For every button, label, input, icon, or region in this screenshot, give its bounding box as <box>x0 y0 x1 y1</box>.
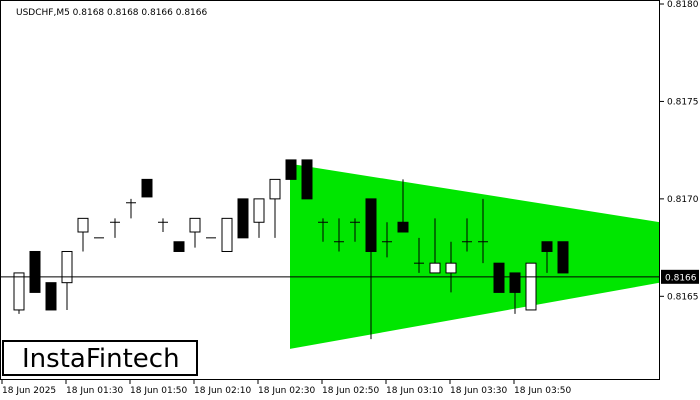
candle <box>253 198 265 238</box>
candle <box>365 198 377 340</box>
candle <box>414 237 424 273</box>
candle <box>350 218 360 242</box>
candle-body-bear <box>141 178 153 198</box>
candle <box>77 217 89 252</box>
candle-body-bear <box>493 262 505 293</box>
candle-body-bear <box>285 159 297 180</box>
candle-body-bear <box>29 250 41 293</box>
candle <box>269 178 281 238</box>
candle-body-bull <box>525 262 537 311</box>
candle <box>221 217 233 252</box>
candle <box>45 282 57 311</box>
logo-text: InstaFintech <box>22 344 180 374</box>
candle <box>285 159 297 180</box>
candle <box>397 179 409 233</box>
y-tick-label: 0.8170 <box>667 195 699 205</box>
candle <box>478 198 488 264</box>
candle <box>509 272 521 314</box>
x-tick-label: 18 Jun 02:30 <box>258 386 315 396</box>
current-price-label: 0.8166 <box>665 273 697 283</box>
candle <box>445 241 457 293</box>
candle <box>525 262 537 311</box>
candle <box>462 218 472 252</box>
candle-layer <box>13 159 569 340</box>
candle <box>173 241 185 252</box>
triangle-pattern <box>290 163 660 349</box>
candle <box>493 262 505 293</box>
current-price-box <box>661 269 699 284</box>
candle-body-bull <box>221 217 233 252</box>
x-tick-label: 18 Jun 02:50 <box>322 386 379 396</box>
x-tick-label: 18 Jun 03:30 <box>450 386 507 396</box>
x-tick-label: 18 Jun 02:10 <box>194 386 251 396</box>
candle-body-bull <box>269 178 281 200</box>
candle-body-bear <box>173 241 185 252</box>
candle-body-bull <box>189 217 201 233</box>
candle <box>318 218 328 242</box>
candle-body-bear <box>509 272 521 293</box>
x-tick-label: 18 Jun 03:50 <box>514 386 571 396</box>
candle <box>61 250 73 310</box>
candle <box>126 198 136 219</box>
pattern-layer <box>290 163 660 349</box>
candle <box>158 218 168 232</box>
candle <box>29 250 41 293</box>
candle-body-bear <box>397 221 409 233</box>
candle <box>301 159 313 200</box>
y-tick-label: 0.8165 <box>667 292 699 302</box>
candle <box>557 241 569 274</box>
y-axis: 0.8180 0.8175 0.8170 0.8165 0.8166 <box>660 0 699 302</box>
candle-body-bull <box>13 272 25 311</box>
candle-body-bull <box>445 262 457 274</box>
candle-body-bear <box>541 241 553 252</box>
candle <box>429 218 441 274</box>
y-tick-label: 0.8180 <box>667 0 699 10</box>
candle <box>382 222 392 258</box>
candle-body-bull <box>77 217 89 233</box>
candle-body-bull <box>253 198 265 223</box>
candle <box>13 272 25 314</box>
x-axis: 18 Jun 2025 18 Jun 01:30 18 Jun 01:50 18 Ju… <box>1 380 571 396</box>
y-tick-label: 0.8175 <box>667 97 699 107</box>
candle-body-bear <box>365 198 377 252</box>
x-tick-label: 18 Jun 2025 <box>2 386 56 396</box>
x-tick-label: 18 Jun 01:30 <box>66 386 123 396</box>
candle-body-bear <box>45 282 57 311</box>
x-tick-label: 18 Jun 03:10 <box>386 386 443 396</box>
candle <box>110 218 120 238</box>
candle-body-bear <box>557 241 569 274</box>
plot-frame <box>0 0 660 380</box>
candle <box>237 198 249 239</box>
candle <box>141 178 153 198</box>
candle-body-bear <box>301 159 313 200</box>
candle <box>334 218 344 252</box>
candle-body-bull <box>61 250 73 284</box>
candle <box>189 217 201 248</box>
chart-header-title: USDCHF,M5 0.8168 0.8168 0.8166 0.8166 <box>16 8 207 18</box>
candle <box>541 241 553 273</box>
x-tick-label: 18 Jun 01:50 <box>130 386 187 396</box>
instafintech-logo: InstaFintech <box>2 340 198 376</box>
candle-body-bear <box>237 198 249 239</box>
candle-body-bull <box>429 262 441 274</box>
